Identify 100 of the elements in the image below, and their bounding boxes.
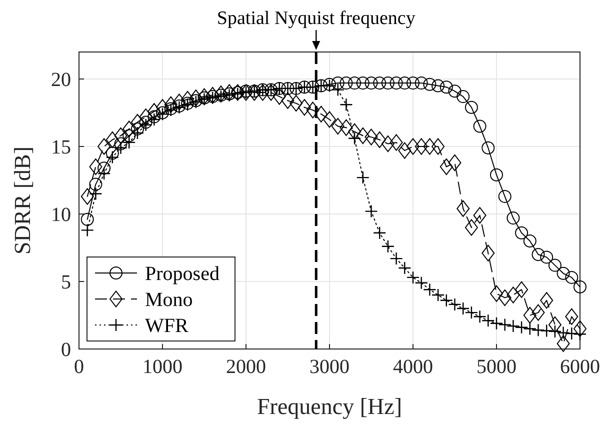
y-tick-label: 5 (61, 272, 71, 294)
point (490, 168, 503, 182)
point (122, 136, 136, 150)
point (473, 207, 486, 224)
point (206, 86, 220, 104)
point (556, 335, 570, 352)
point (414, 138, 428, 155)
point (214, 86, 228, 102)
point (106, 146, 119, 160)
point (406, 138, 420, 155)
point (373, 226, 386, 240)
point (390, 134, 403, 151)
point (122, 129, 136, 142)
point (490, 285, 503, 302)
point (464, 219, 478, 236)
point (448, 84, 462, 98)
y-tick-label: 0 (61, 339, 71, 361)
point (106, 131, 119, 148)
point (181, 90, 194, 108)
x-tick-label: 1000 (142, 356, 182, 378)
point (80, 212, 94, 226)
point (139, 108, 152, 126)
point (148, 103, 161, 120)
point (323, 111, 336, 128)
point (272, 88, 286, 105)
point (340, 76, 353, 90)
x-tick-label: 2000 (226, 356, 266, 378)
y-tick-label: 10 (51, 204, 71, 226)
point (440, 158, 453, 176)
point (331, 76, 344, 90)
x-tick-label: 4000 (393, 356, 433, 378)
point (473, 120, 486, 133)
point (523, 234, 536, 248)
point (548, 316, 562, 333)
point (523, 322, 536, 336)
point (89, 178, 102, 191)
point (356, 170, 370, 184)
point (80, 224, 94, 237)
point (532, 304, 545, 321)
x-tick-label: 5000 (476, 356, 516, 378)
point (556, 266, 570, 280)
x-tick-label: 6000 (560, 356, 600, 378)
point (398, 76, 412, 90)
point (122, 120, 136, 138)
point (156, 99, 169, 116)
point (89, 187, 102, 200)
point (356, 127, 370, 144)
point (364, 204, 378, 218)
point (398, 261, 412, 275)
point (432, 138, 445, 155)
point (114, 127, 128, 144)
point (390, 252, 403, 266)
point (189, 90, 202, 106)
point (248, 84, 261, 101)
point (523, 306, 536, 324)
y-tick-label: 15 (51, 136, 71, 158)
point (482, 244, 495, 262)
point (290, 95, 303, 112)
point (548, 258, 562, 272)
point (381, 136, 394, 152)
point (164, 96, 178, 113)
point (222, 84, 236, 101)
point (89, 158, 102, 176)
point (456, 90, 470, 104)
point (414, 76, 428, 90)
y-tick-label: 20 (51, 69, 71, 91)
point (98, 162, 111, 175)
point (373, 76, 386, 90)
point (364, 128, 378, 146)
point (256, 84, 270, 101)
point (130, 126, 144, 140)
point (130, 122, 144, 136)
x-axis-title: Frequency [Hz] (257, 394, 402, 419)
point (498, 190, 512, 203)
point (340, 98, 353, 112)
point (80, 188, 94, 205)
point (532, 324, 545, 337)
point (532, 248, 545, 261)
point (172, 94, 186, 110)
point (574, 280, 586, 294)
point (281, 92, 294, 109)
point (432, 79, 445, 92)
point (331, 118, 344, 135)
point (398, 142, 412, 159)
point (340, 119, 353, 136)
point (423, 138, 436, 155)
point (114, 137, 128, 150)
point (448, 154, 462, 171)
point (498, 289, 512, 306)
point (348, 76, 362, 90)
point (498, 318, 512, 332)
point (573, 328, 587, 341)
point (373, 131, 386, 148)
legend-label: Mono (145, 289, 193, 311)
point (264, 84, 278, 101)
point (565, 308, 578, 325)
point (314, 106, 328, 122)
point (456, 200, 470, 217)
point (515, 226, 528, 240)
point (574, 320, 586, 338)
